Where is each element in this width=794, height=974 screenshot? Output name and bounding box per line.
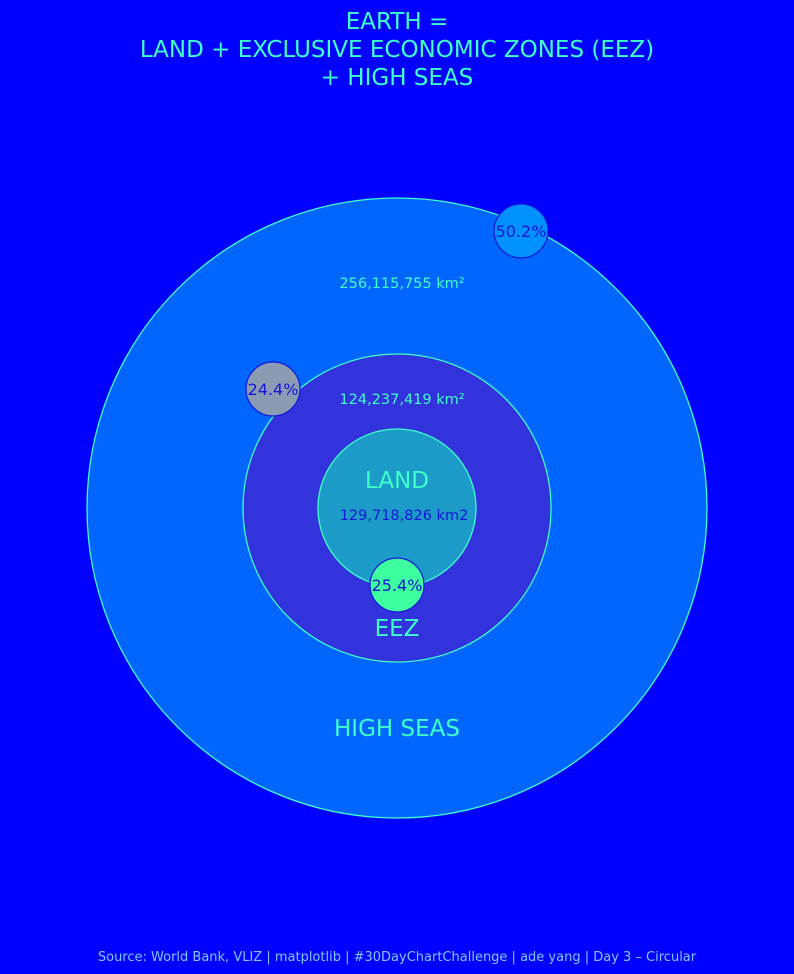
- eez-label: EEZ: [375, 616, 420, 642]
- eez-percent-badge: 24.4%: [245, 361, 301, 417]
- eez-area-label: 124,237,419 km²: [339, 392, 464, 408]
- high-seas-label: HIGH SEAS: [334, 716, 460, 742]
- land-percent-badge: 25.4%: [369, 557, 425, 613]
- title-line-2: LAND + EXCLUSIVE ECONOMIC ZONES (EEZ): [140, 37, 654, 63]
- source-caption: Source: World Bank, VLIZ | matplotlib | …: [98, 950, 697, 965]
- eez-percent-label: 24.4%: [248, 380, 299, 399]
- land-area-label: 129,718,826 km2: [340, 508, 469, 524]
- high-seas-area-label: 256,115,755 km²: [339, 276, 464, 292]
- title-line-1: EARTH =: [346, 9, 449, 35]
- chart-title: EARTH = LAND + EXCLUSIVE ECONOMIC ZONES …: [140, 9, 654, 91]
- high-seas-badge-circle: [493, 203, 549, 259]
- high-seas-percent-label: 50.2%: [496, 222, 547, 241]
- land-badge-circle: [369, 557, 425, 613]
- title-line-3: + HIGH SEAS: [321, 65, 474, 91]
- land-label: LAND: [365, 468, 429, 494]
- eez-badge-circle: [245, 361, 301, 417]
- high-seas-percent-badge: 50.2%: [493, 203, 549, 259]
- land-percent-label: 25.4%: [372, 576, 423, 595]
